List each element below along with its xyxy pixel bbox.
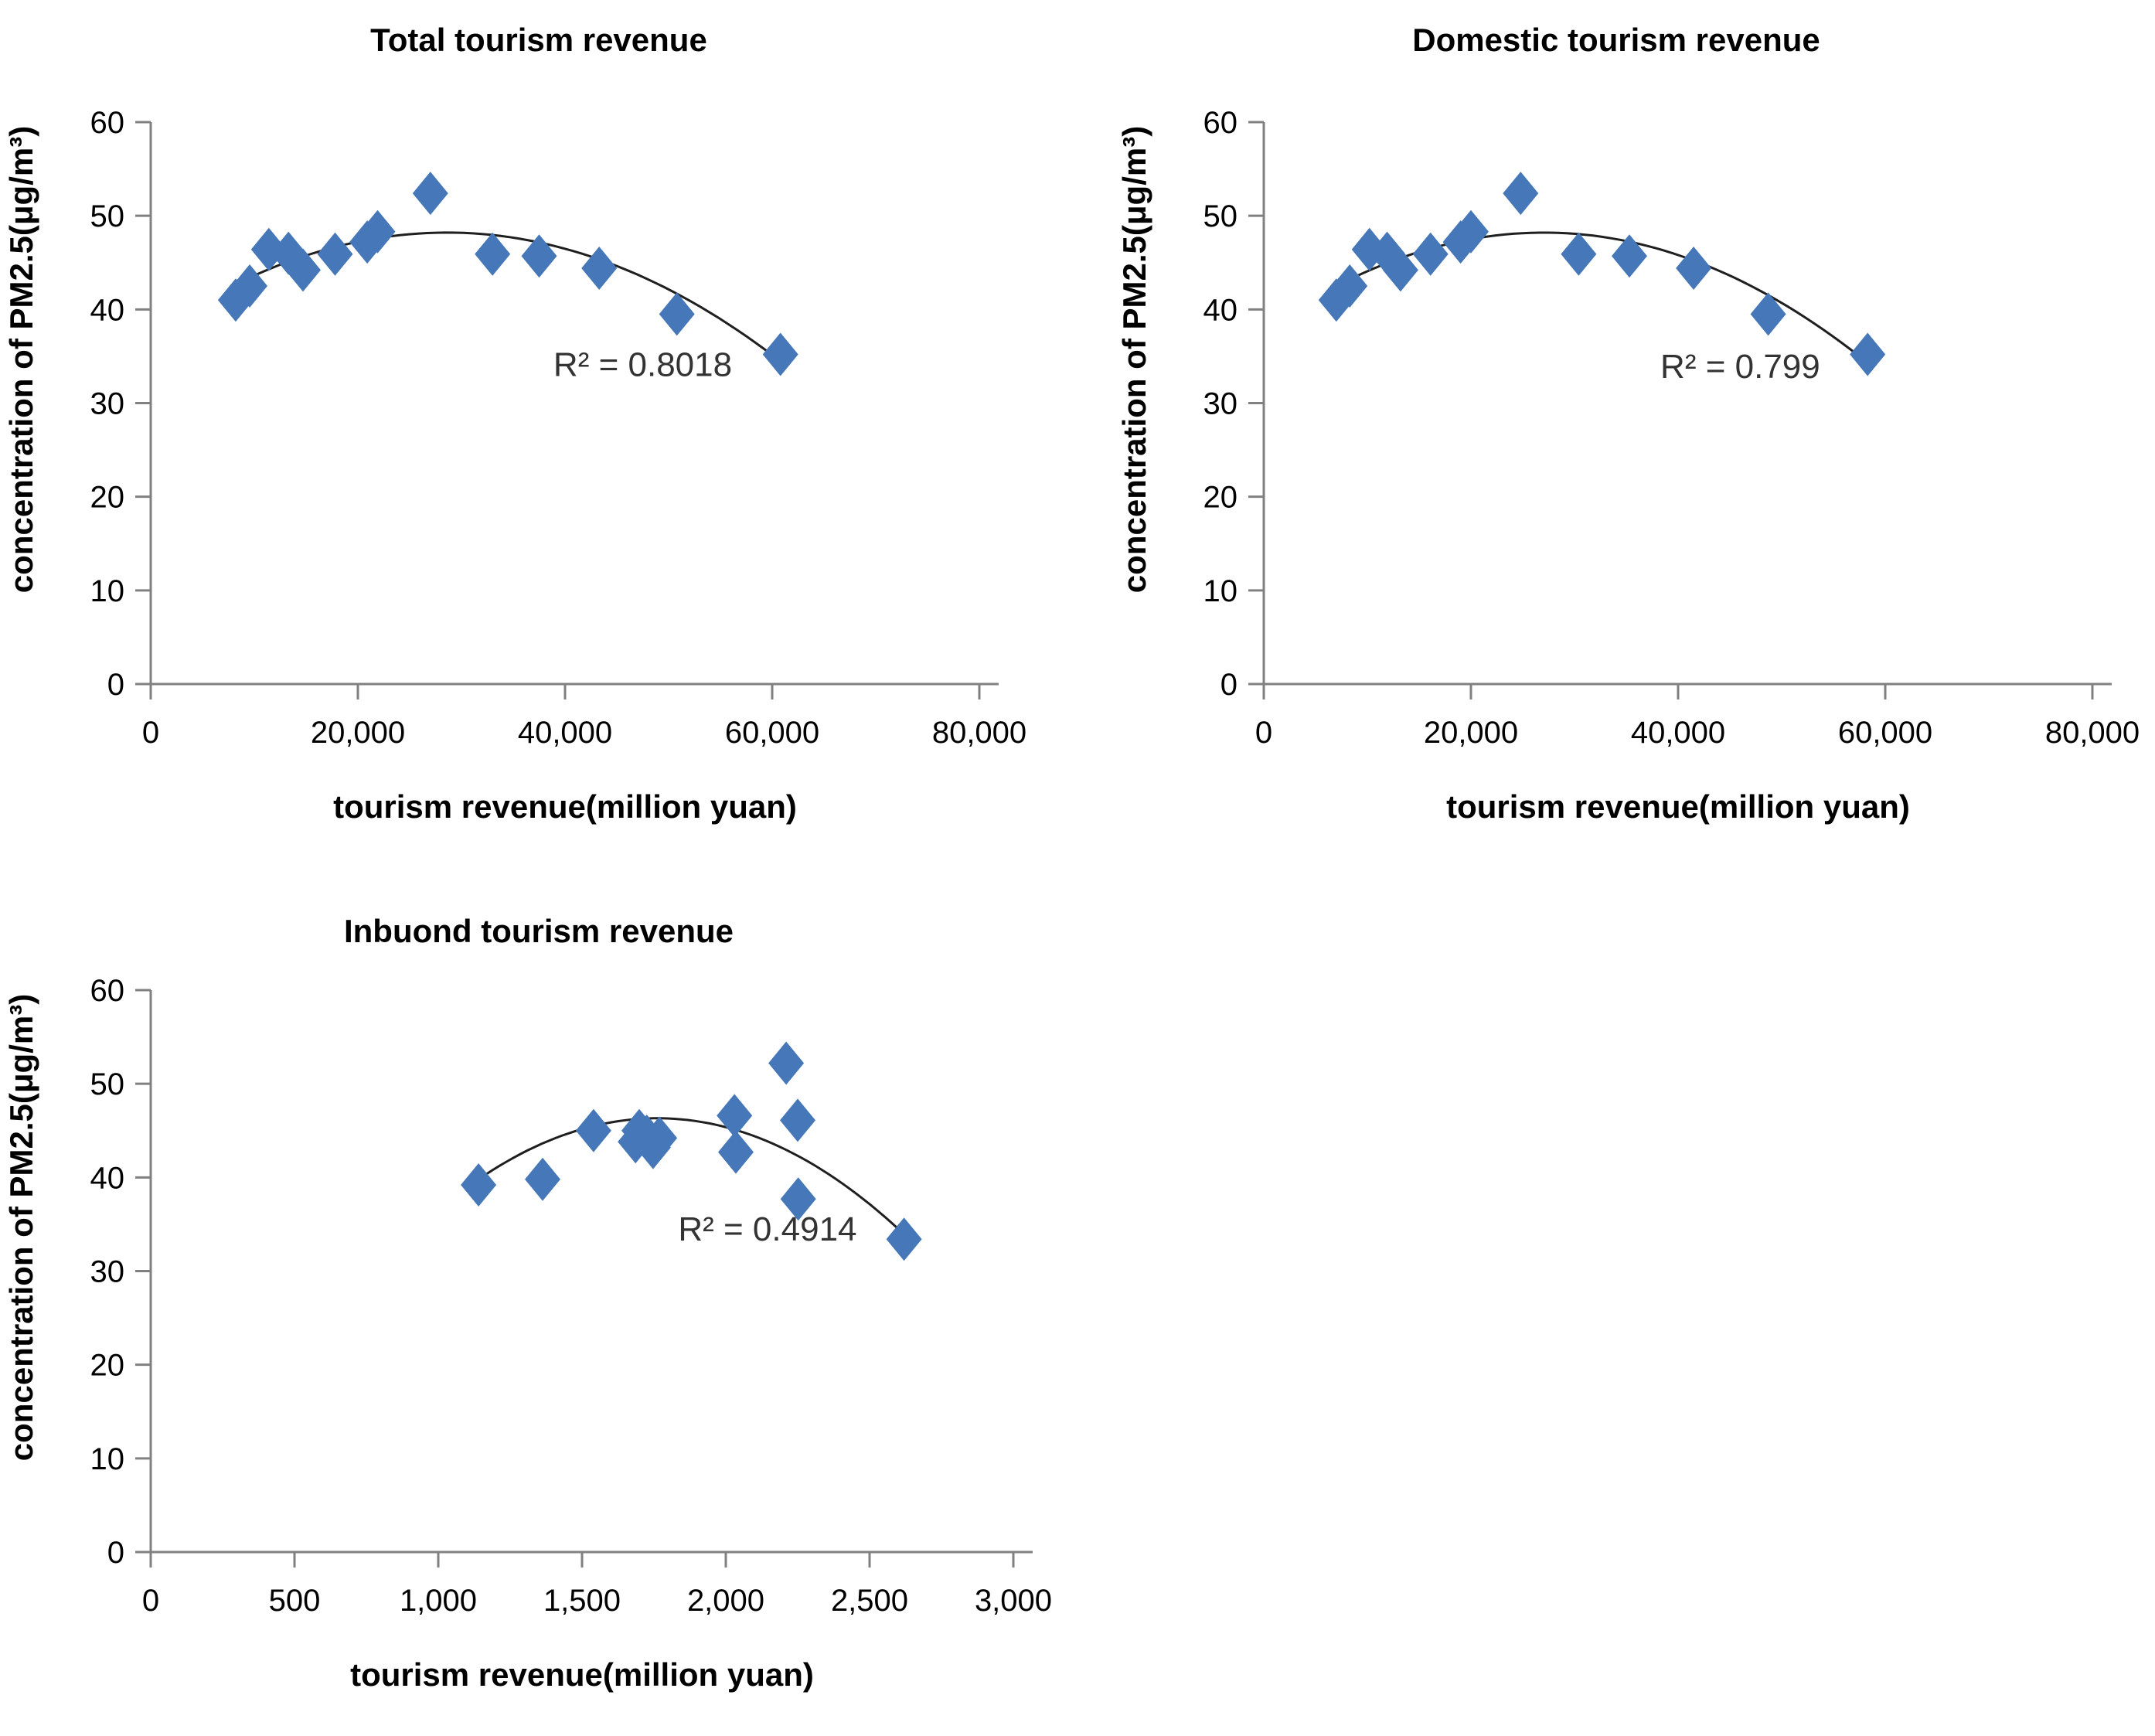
data-points <box>1318 172 1886 376</box>
y-tick-label: 50 <box>90 199 125 233</box>
x-tick-label: 60,000 <box>1838 716 1932 750</box>
x-tick-label: 3,000 <box>975 1584 1052 1618</box>
y-tick-label: 60 <box>1203 106 1238 140</box>
data-point-marker <box>1612 234 1647 278</box>
y-tick-label: 20 <box>90 481 125 515</box>
y-tick-label: 10 <box>90 574 125 608</box>
y-axis-title: concentration of PM2.5(μg/m³) <box>1116 126 1152 593</box>
x-axis-title: tourism revenue(million yuan) <box>1446 788 1910 825</box>
data-point-marker <box>525 1157 560 1201</box>
x-tick-label: 1,000 <box>400 1584 477 1618</box>
data-point-marker <box>461 1163 497 1207</box>
r-squared-label: R² = 0.8018 <box>553 346 732 384</box>
data-point-marker <box>1412 232 1449 276</box>
trendline <box>235 231 784 364</box>
data-point-marker <box>359 209 396 254</box>
x-tick-label: 0 <box>142 716 159 750</box>
x-tick-label: 0 <box>1255 716 1272 750</box>
chart-title: Inbuond tourism revenue <box>344 913 734 949</box>
data-point-marker <box>581 247 618 290</box>
x-tick-label: 80,000 <box>932 716 1026 750</box>
data-point-marker <box>1503 172 1539 216</box>
data-point-marker <box>1561 232 1597 276</box>
x-tick-label: 2,000 <box>687 1584 764 1618</box>
data-point-marker <box>317 232 353 276</box>
data-point-marker <box>1453 209 1489 254</box>
y-tick-label: 10 <box>90 1442 125 1476</box>
x-tick-label: 80,000 <box>2045 716 2140 750</box>
x-axis-title: tourism revenue(million yuan) <box>333 788 797 825</box>
y-tick-label: 20 <box>90 1349 125 1383</box>
data-point-marker <box>717 1094 753 1138</box>
data-point-marker <box>575 1108 611 1152</box>
y-tick-label: 20 <box>1203 481 1238 515</box>
x-tick-label: 1,500 <box>543 1584 621 1618</box>
x-tick-label: 0 <box>142 1584 159 1618</box>
y-tick-label: 0 <box>107 1536 124 1570</box>
data-point-marker <box>1332 264 1368 308</box>
y-tick-label: 40 <box>90 1161 125 1195</box>
data-point-marker <box>1750 292 1786 336</box>
data-point-marker <box>232 264 267 308</box>
y-tick-label: 30 <box>90 387 125 421</box>
data-point-marker <box>659 292 695 336</box>
data-point-marker <box>768 1041 805 1085</box>
data-point-marker <box>1318 278 1354 322</box>
data-point-marker <box>642 1116 678 1160</box>
x-tick-label: 20,000 <box>1424 716 1518 750</box>
data-point-marker <box>285 248 321 292</box>
r-squared-label: R² = 0.4914 <box>678 1210 856 1248</box>
r-squared-label: R² = 0.799 <box>1660 348 1820 386</box>
x-tick-label: 500 <box>269 1584 321 1618</box>
y-axis-title: concentration of PM2.5(μg/m³) <box>3 126 39 593</box>
data-point-marker <box>780 1098 815 1142</box>
data-point-marker <box>1382 248 1418 292</box>
x-tick-label: 40,000 <box>1631 716 1725 750</box>
data-point-marker <box>780 1177 816 1221</box>
data-point-marker <box>412 172 448 216</box>
y-tick-label: 50 <box>1203 199 1238 233</box>
y-tick-label: 10 <box>1203 574 1238 608</box>
empty-area <box>1078 868 2155 1736</box>
y-tick-label: 60 <box>90 974 125 1008</box>
chart-total-svg: 0 10 20 30 40 50 60 0 20,000 40,000 60,000 80,000 To… <box>3 22 1026 825</box>
chart-domestic-svg: 0 10 20 30 40 50 60 0 20,000 40,000 60,000 80,000 Do… <box>1116 22 2140 825</box>
chart-total: 0 10 20 30 40 50 60 0 20,000 40,000 60,000 80,000 To… <box>0 0 1078 868</box>
x-tick-label: 60,000 <box>725 716 819 750</box>
y-tick-label: 30 <box>90 1255 125 1289</box>
data-point-marker <box>718 1130 754 1174</box>
x-tick-label: 20,000 <box>311 716 405 750</box>
data-point-marker <box>886 1217 922 1261</box>
chart-title: Total tourism revenue <box>370 22 707 58</box>
y-tick-label: 50 <box>90 1067 125 1101</box>
data-point-marker <box>475 232 511 276</box>
y-tick-label: 40 <box>90 293 125 327</box>
chart-title: Domestic tourism revenue <box>1412 22 1820 58</box>
chart-inbound: 0 10 20 30 40 50 60 0 500 1,000 1,500 2,000 2,500 3,0… <box>0 868 1078 1736</box>
x-tick-label: 2,500 <box>831 1584 908 1618</box>
data-points <box>217 172 798 376</box>
x-axis-title: tourism revenue(million yuan) <box>350 1656 814 1693</box>
y-tick-label: 40 <box>1203 293 1238 327</box>
trendline <box>478 1117 900 1231</box>
y-tick-label: 30 <box>1203 387 1238 421</box>
x-tick-label: 40,000 <box>518 716 612 750</box>
data-point-marker <box>521 234 557 278</box>
data-point-marker <box>1850 332 1886 376</box>
y-tick-label: 0 <box>1220 668 1238 702</box>
data-point-marker <box>1676 247 1712 290</box>
y-axis-title: concentration of PM2.5(μg/m³) <box>3 994 39 1461</box>
y-tick-label: 0 <box>107 668 124 702</box>
y-tick-label: 60 <box>90 106 125 140</box>
data-points <box>461 1041 922 1261</box>
data-point-marker <box>762 332 798 376</box>
chart-domestic: 0 10 20 30 40 50 60 0 20,000 40,000 60,000 80,000 Do… <box>1078 0 2155 868</box>
chart-inbound-svg: 0 10 20 30 40 50 60 0 500 1,000 1,500 2,000 2,500 3,0… <box>3 913 1052 1693</box>
